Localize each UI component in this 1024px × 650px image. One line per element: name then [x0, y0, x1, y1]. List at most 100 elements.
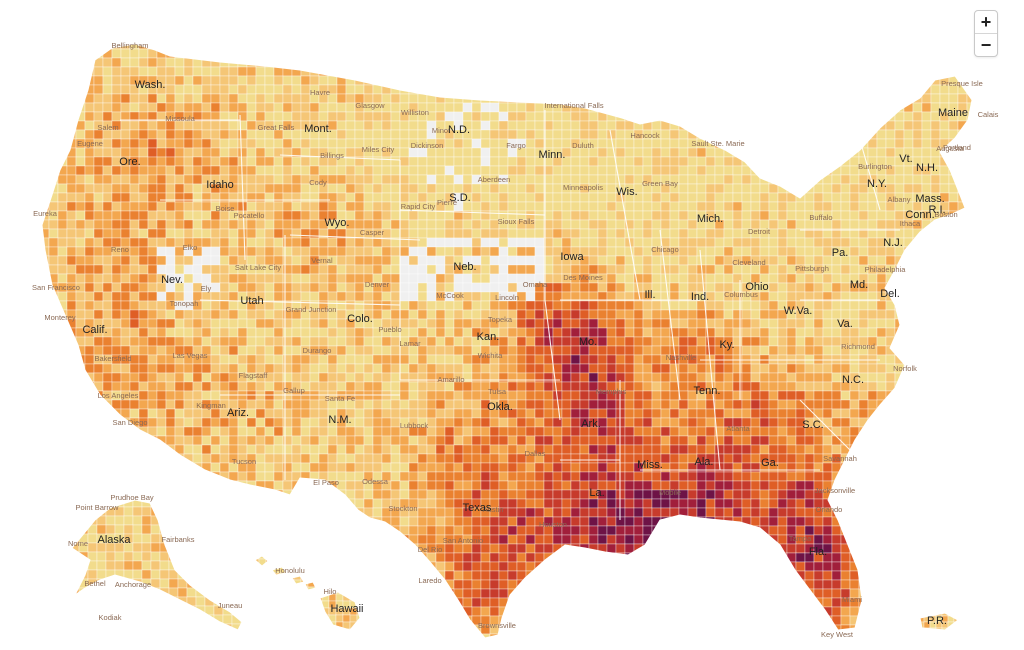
county-cell[interactable] [363, 111, 374, 122]
county-cell[interactable] [354, 66, 365, 77]
county-cell[interactable] [795, 246, 806, 257]
county-cell[interactable] [687, 336, 698, 347]
county-cell[interactable] [291, 444, 302, 455]
county-cell[interactable] [255, 237, 266, 248]
county-cell[interactable] [543, 40, 554, 50]
county-cell[interactable] [93, 363, 104, 374]
county-cell[interactable] [237, 444, 248, 455]
county-cell[interactable] [435, 156, 446, 167]
county-cell[interactable] [48, 372, 59, 383]
county-cell[interactable] [651, 192, 662, 203]
county-cell[interactable] [615, 363, 626, 374]
county-cell[interactable] [525, 183, 536, 194]
county-cell[interactable] [201, 138, 212, 149]
county-cell[interactable] [147, 138, 158, 149]
county-cell[interactable] [453, 318, 464, 329]
county-cell[interactable] [894, 336, 905, 347]
county-cell[interactable] [390, 291, 401, 302]
county-cell[interactable] [813, 102, 824, 113]
county-cell[interactable] [777, 228, 788, 239]
county-cell[interactable] [831, 426, 842, 437]
county-cell[interactable] [40, 228, 50, 239]
county-cell[interactable] [336, 255, 347, 266]
county-cell[interactable] [867, 219, 878, 230]
county-cell[interactable] [174, 399, 185, 410]
county-cell[interactable] [606, 282, 617, 293]
county-cell[interactable] [696, 327, 707, 338]
county-cell[interactable] [399, 264, 410, 275]
county-cell[interactable] [498, 84, 509, 95]
county-cell[interactable] [642, 399, 653, 410]
county-cell[interactable] [111, 444, 122, 455]
county-cell[interactable] [129, 129, 140, 140]
county-cell[interactable] [921, 417, 932, 428]
county-cell[interactable] [129, 228, 140, 239]
county-cell[interactable] [471, 390, 482, 401]
county-cell[interactable] [156, 291, 167, 302]
county-cell[interactable] [300, 237, 311, 248]
county-cell[interactable] [948, 417, 959, 428]
county-cell[interactable] [147, 147, 158, 158]
county-cell[interactable] [345, 129, 356, 140]
county-cell[interactable] [579, 75, 590, 86]
county-cell[interactable] [813, 120, 824, 131]
county-cell[interactable] [40, 120, 50, 131]
county-cell[interactable] [588, 318, 599, 329]
county-cell[interactable] [255, 435, 266, 446]
county-cell[interactable] [192, 255, 203, 266]
county-cell[interactable] [534, 300, 545, 311]
county-cell[interactable] [84, 102, 95, 113]
county-cell[interactable] [120, 309, 131, 320]
county-cell[interactable] [309, 40, 320, 50]
county-cell[interactable] [615, 138, 626, 149]
county-cell[interactable] [444, 93, 455, 104]
county-cell[interactable] [813, 48, 824, 59]
county-cell[interactable] [210, 246, 221, 257]
county-cell[interactable] [534, 390, 545, 401]
county-cell[interactable] [264, 75, 275, 86]
county-cell[interactable] [93, 219, 104, 230]
county-cell[interactable] [705, 75, 716, 86]
county-cell[interactable] [678, 165, 689, 176]
county-cell[interactable] [822, 201, 833, 212]
county-cell[interactable] [462, 156, 473, 167]
county-cell[interactable] [624, 363, 635, 374]
county-cell[interactable] [300, 165, 311, 176]
county-cell[interactable] [264, 40, 275, 50]
county-cell[interactable] [606, 102, 617, 113]
county-cell[interactable] [129, 372, 140, 383]
county-cell[interactable] [579, 354, 590, 365]
county-cell[interactable] [165, 210, 176, 221]
county-cell[interactable] [372, 210, 383, 221]
county-cell[interactable] [48, 237, 59, 248]
county-cell[interactable] [174, 327, 185, 338]
county-cell[interactable] [381, 129, 392, 140]
county-cell[interactable] [273, 174, 284, 185]
county-cell[interactable] [903, 120, 914, 131]
county-cell[interactable] [795, 327, 806, 338]
county-cell[interactable] [543, 408, 554, 419]
county-cell[interactable] [210, 48, 221, 59]
county-cell[interactable] [687, 408, 698, 419]
county-cell[interactable] [219, 129, 230, 140]
county-cell[interactable] [255, 453, 266, 464]
county-cell[interactable] [615, 84, 626, 95]
county-cell[interactable] [867, 318, 878, 329]
county-cell[interactable] [354, 273, 365, 284]
county-cell[interactable] [840, 273, 851, 284]
county-cell[interactable] [552, 165, 563, 176]
county-cell[interactable] [624, 120, 635, 131]
county-cell[interactable] [57, 84, 68, 95]
county-cell[interactable] [390, 93, 401, 104]
county-cell[interactable] [768, 444, 779, 455]
county-cell[interactable] [120, 228, 131, 239]
county-cell[interactable] [534, 237, 545, 248]
county-cell[interactable] [273, 138, 284, 149]
county-cell[interactable] [525, 129, 536, 140]
county-cell[interactable] [885, 102, 896, 113]
county-cell[interactable] [255, 156, 266, 167]
county-cell[interactable] [957, 93, 968, 104]
county-cell[interactable] [903, 453, 914, 464]
county-cell[interactable] [111, 183, 122, 194]
county-cell[interactable] [273, 84, 284, 95]
